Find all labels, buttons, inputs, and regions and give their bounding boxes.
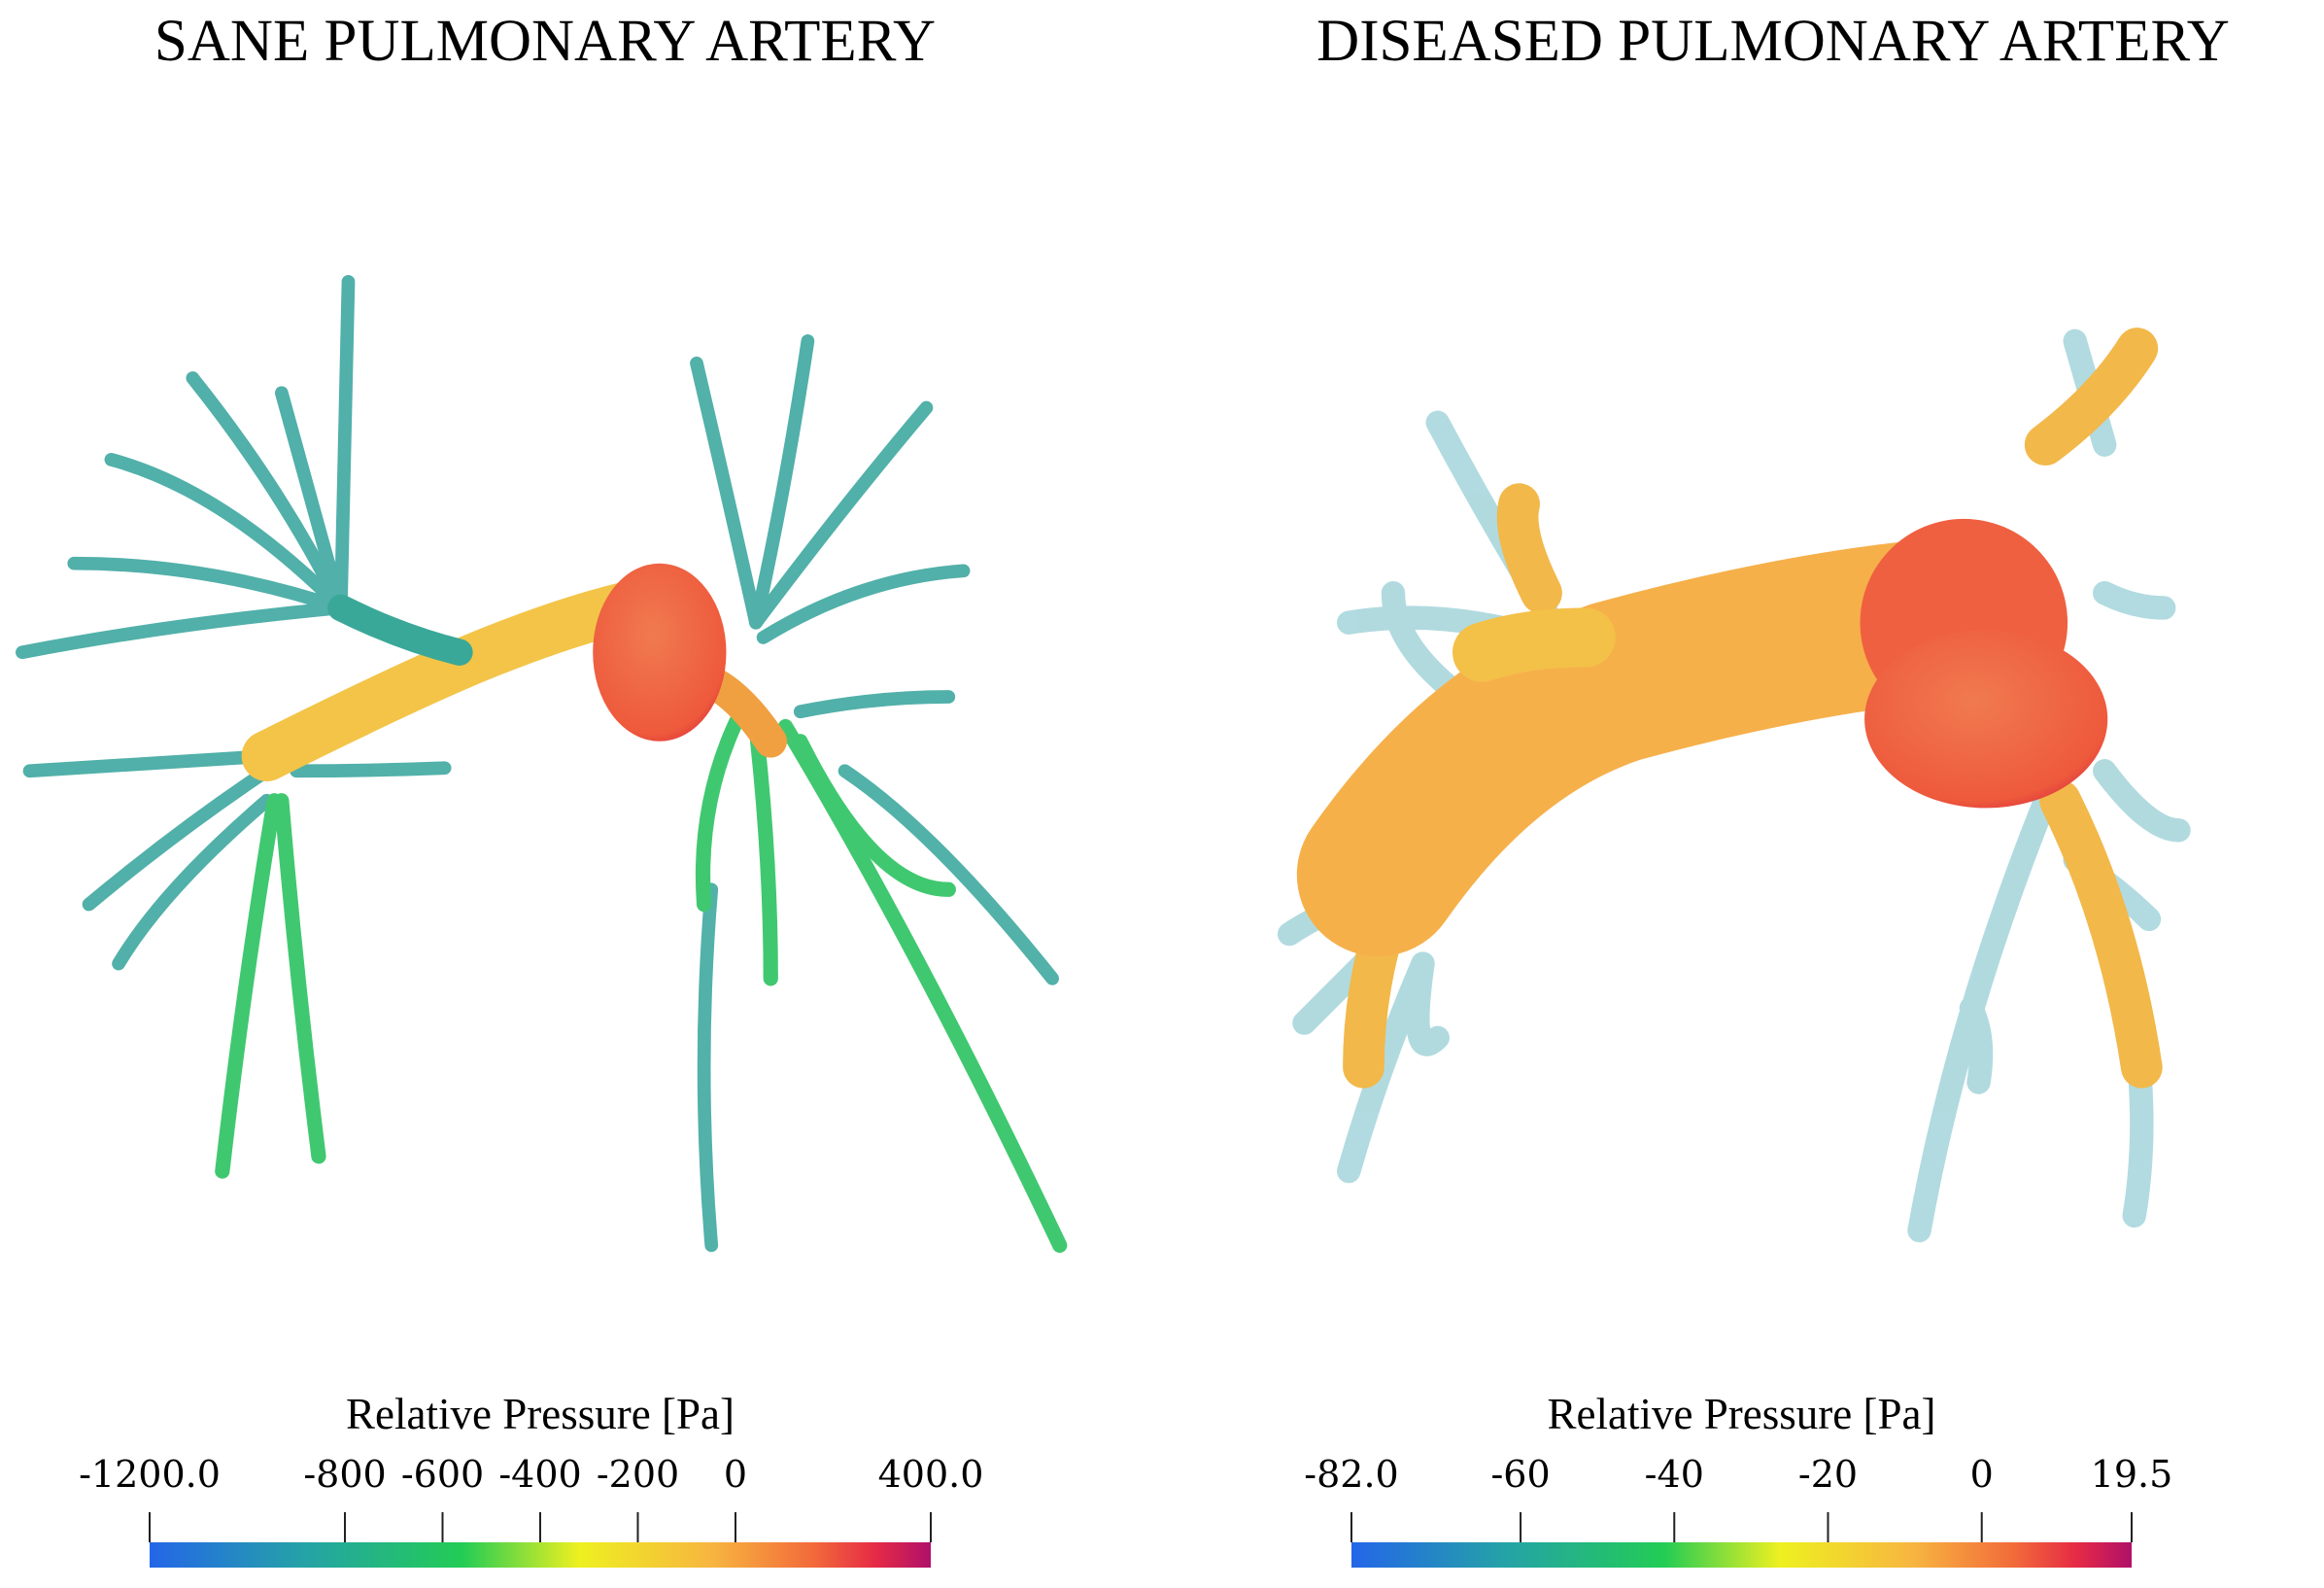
diseased-artery-render: [1277, 328, 2191, 1243]
tick-label: -60: [1490, 1453, 1550, 1496]
tick-label: -600: [401, 1453, 484, 1496]
tick-label: -82.0: [1304, 1453, 1398, 1496]
panel-title: DISEASED PULMONARY ARTERY: [1316, 9, 2230, 74]
tick-label: -40: [1645, 1453, 1704, 1496]
panel-title: SANE PULMONARY ARTERY: [154, 9, 936, 74]
colorbar: [150, 1542, 931, 1568]
tick-label: 400.0: [878, 1453, 984, 1496]
tick-label: -1200.0: [79, 1453, 221, 1496]
colorbar-label: Relative Pressure [Pa]: [1548, 1390, 1936, 1438]
tick-label: 19.5: [2091, 1453, 2173, 1496]
colorbar: [1351, 1542, 2132, 1568]
tick-label: -800: [303, 1453, 386, 1496]
sane-artery-render: [16, 274, 1068, 1254]
tick-label: 0: [1970, 1453, 1994, 1496]
colorbar-label: Relative Pressure [Pa]: [346, 1390, 735, 1438]
tick-label: -20: [1798, 1453, 1858, 1496]
tick-label: -400: [498, 1453, 581, 1496]
tick-label: -200: [597, 1453, 679, 1496]
tick-label: 0: [724, 1453, 747, 1496]
